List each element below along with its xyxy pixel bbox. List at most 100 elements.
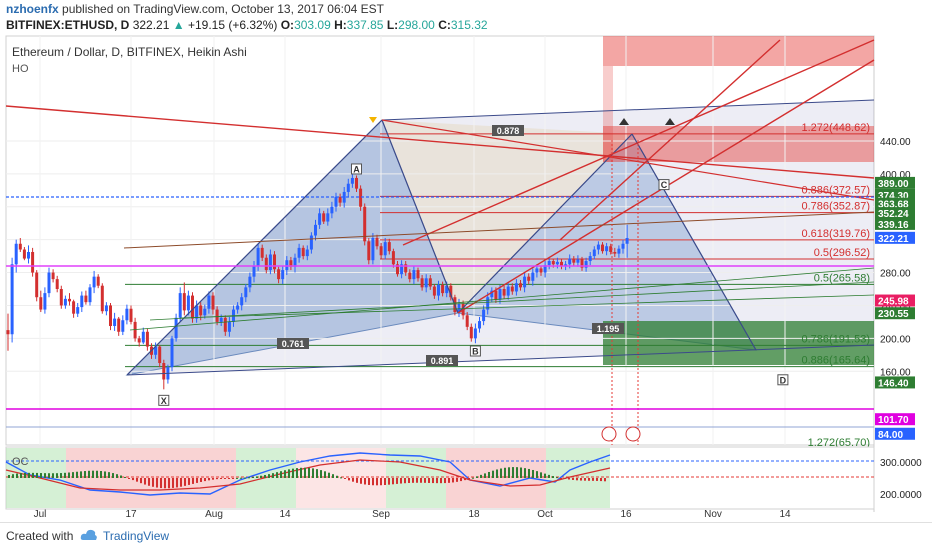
y-tick-label: 240.00	[880, 301, 911, 312]
candle-body	[322, 213, 326, 222]
osc-bar	[16, 473, 18, 478]
osc-bar	[244, 477, 246, 479]
price-tag-label: 322.21	[878, 234, 909, 245]
osc-bar	[324, 471, 326, 478]
candle-body	[412, 270, 416, 280]
osc-bar	[468, 478, 470, 479]
ratio-label: 0.761	[282, 339, 305, 349]
pattern-point-label: X	[161, 396, 167, 406]
tradingview-brand[interactable]: TradingView	[103, 529, 170, 543]
osc-bar	[564, 478, 566, 479]
osc-bar	[352, 478, 354, 482]
osc-bar	[508, 467, 510, 478]
osc-bar	[408, 478, 410, 483]
candle-body	[191, 295, 194, 319]
candle-body	[346, 183, 350, 192]
x-tick-label: Jul	[34, 509, 47, 520]
candle-body	[35, 272, 39, 298]
candle-body	[289, 260, 293, 267]
osc-bar	[384, 478, 386, 486]
candle-body	[555, 261, 559, 265]
candle-body	[457, 303, 461, 313]
osc-bar	[164, 478, 166, 489]
candle-body	[260, 247, 264, 258]
candle-body	[264, 257, 268, 271]
ratio-label: 1.195	[597, 324, 620, 334]
candle-body	[129, 308, 133, 322]
osc-bar	[528, 468, 530, 478]
candle-body	[424, 278, 428, 288]
price-tag-label: 101.70	[878, 415, 909, 426]
osc-bar	[556, 477, 558, 479]
candle-body	[592, 249, 596, 257]
osc-bar	[252, 476, 254, 478]
candle-body	[178, 293, 182, 318]
price-tag	[875, 231, 915, 244]
osc-bar	[76, 471, 78, 478]
osc-bar	[304, 467, 306, 478]
ratio-box	[492, 125, 524, 136]
fib-level-label: 0.618(319.76)	[802, 228, 871, 240]
osc-bar	[500, 468, 502, 478]
osc-bar	[60, 473, 62, 478]
price-tag	[875, 427, 915, 440]
candle-body	[141, 331, 145, 343]
osc-bar	[108, 472, 110, 478]
candle-body	[387, 242, 391, 252]
candle-body	[170, 338, 174, 368]
candle-body	[256, 247, 260, 266]
osc-bar	[8, 475, 10, 478]
osc-bar	[260, 475, 262, 478]
osc-bar	[424, 478, 426, 483]
osc-bar	[596, 478, 598, 481]
candle-body	[560, 261, 563, 266]
candle-body	[441, 284, 445, 294]
ratio-box	[592, 323, 624, 334]
candle-body	[506, 286, 510, 296]
candle-body	[281, 270, 285, 280]
candle-body	[330, 206, 334, 214]
osc-bar	[296, 468, 298, 478]
candle-body	[154, 346, 158, 355]
ratio-box	[426, 355, 458, 366]
candle-body	[420, 278, 424, 288]
candle-body	[55, 279, 59, 289]
flag-icon	[625, 426, 641, 442]
candle-body	[375, 238, 379, 247]
candle-body	[6, 330, 10, 335]
x-tick-label: Sep	[372, 509, 390, 520]
candle-body	[473, 328, 477, 339]
osc-bar	[520, 467, 522, 478]
price-tag-label: 245.98	[878, 297, 909, 308]
fib-level-label: 0.786(191.53)	[802, 333, 871, 345]
candle-body	[498, 289, 502, 300]
candle-body	[601, 244, 604, 252]
candle-body	[305, 249, 309, 257]
candle-body	[137, 338, 141, 343]
osc-bar	[572, 478, 574, 480]
price-tag	[875, 413, 915, 426]
up-arrow-icon: ▲	[172, 18, 185, 32]
osc-bar	[156, 478, 158, 488]
osc-bar	[300, 467, 302, 478]
candle-body	[195, 305, 199, 319]
candle-body	[84, 295, 88, 303]
osc-bar	[160, 478, 162, 489]
osc-bar	[568, 478, 570, 480]
candle-body	[355, 177, 358, 189]
candle-body	[531, 272, 535, 281]
osc-bar	[176, 478, 178, 488]
candle-body	[145, 331, 149, 347]
osc-bar	[388, 478, 390, 485]
osc-bar	[536, 471, 538, 478]
candle-body	[109, 305, 112, 327]
price-chart[interactable]: 1.272(448.62) 0.886(372.57) 0.786(352.87) 0…	[0, 0, 932, 522]
osc-bar	[312, 468, 314, 478]
triangle-down-icon	[369, 117, 377, 123]
osc-bar	[456, 478, 458, 482]
osc-bar	[444, 478, 446, 484]
osc-bar	[452, 478, 454, 483]
author-name[interactable]: nzhoenfx	[6, 2, 59, 16]
osc-bar	[52, 473, 54, 478]
footer: Created with TradingView	[0, 522, 932, 551]
